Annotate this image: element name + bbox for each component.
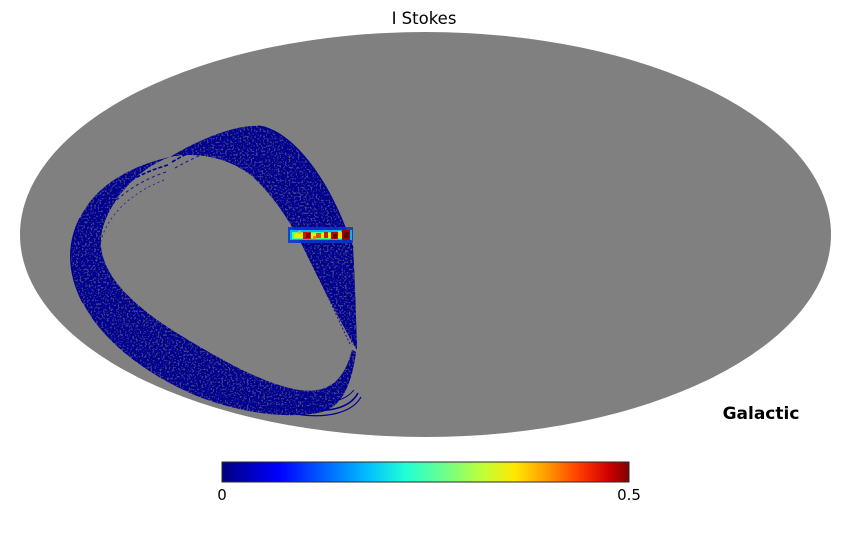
coordinate-label: Galactic xyxy=(723,404,800,424)
scan-ring-striations xyxy=(70,125,357,410)
scan-ring-hook xyxy=(295,389,362,417)
galactic-plane-crossing xyxy=(288,227,353,243)
colorbar-min-label: 0 xyxy=(217,486,227,504)
sky-map-ellipse xyxy=(20,32,831,437)
colorbar-max-label: 0.5 xyxy=(617,486,641,504)
colorbar-group: 0 0.5 xyxy=(217,461,641,504)
colorbar xyxy=(221,461,630,483)
plot-title: I Stokes xyxy=(392,9,457,28)
scan-ring xyxy=(70,125,362,417)
